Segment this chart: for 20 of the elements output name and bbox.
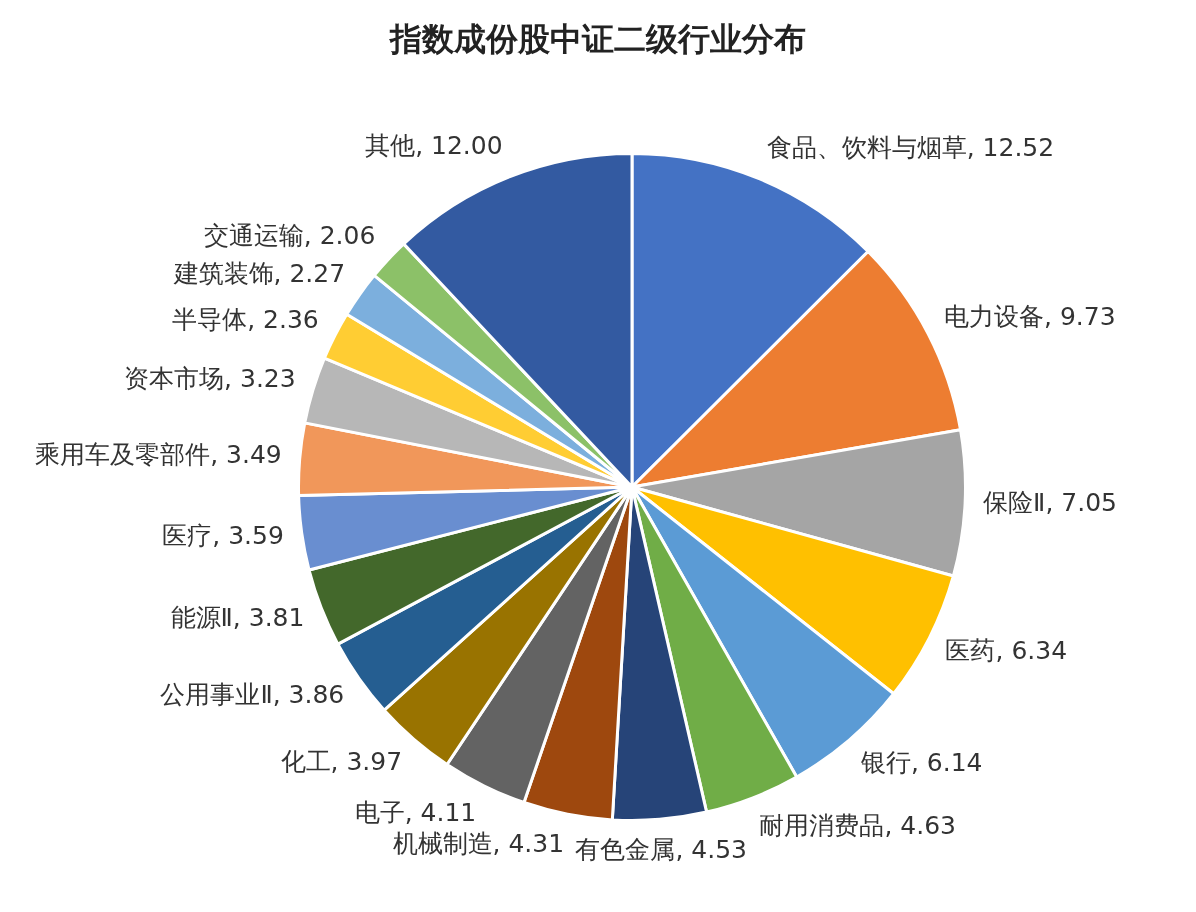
slice-label: 银行, 6.14 [859, 747, 983, 777]
slice-label: 医药, 6.34 [945, 635, 1068, 665]
slice-label: 机械制造, 4.31 [392, 829, 565, 859]
slice-label: 乘用车及零部件, 3.49 [35, 439, 282, 469]
slice-label: 医疗, 3.59 [162, 520, 284, 550]
slice-label: 交通运输, 2.06 [203, 220, 376, 250]
slice-label: 电子, 4.11 [354, 798, 477, 828]
slice-label: 耐用消费品, 4.63 [759, 811, 957, 841]
slice-label: 建筑装饰, 2.27 [172, 259, 346, 289]
slice-label: 资本市场, 3.23 [124, 364, 296, 394]
slice-label: 能源Ⅱ, 3.81 [170, 603, 305, 633]
slice-label: 半导体, 2.36 [172, 304, 319, 334]
slice-label: 其他, 12.00 [365, 130, 503, 160]
slice-label: 保险Ⅱ, 7.05 [983, 488, 1117, 518]
slice-label: 食品、饮料与烟草, 12.52 [766, 132, 1055, 162]
slice-label: 电力设备, 9.73 [944, 302, 1116, 332]
slice-label: 公用事业Ⅱ, 3.86 [160, 680, 345, 710]
chart-title: 指数成份股中证二级行业分布 [388, 19, 807, 60]
slice-label: 化工, 3.97 [280, 747, 403, 777]
slice-label: 有色金属, 4.53 [575, 834, 748, 864]
